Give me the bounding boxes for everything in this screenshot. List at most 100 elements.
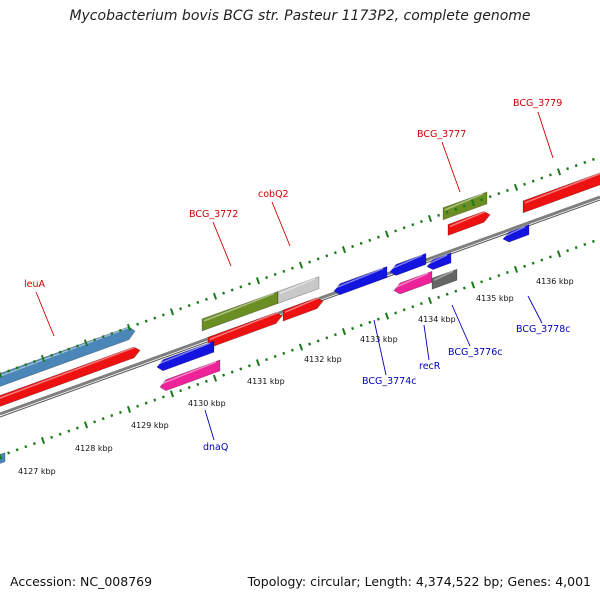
tick-mark bbox=[470, 281, 476, 289]
gene-label-reverse[interactable]: BCG_3776c bbox=[448, 347, 503, 358]
gene-label-forward[interactable]: leuA bbox=[24, 279, 46, 290]
cds-BCG_3776c[interactable] bbox=[431, 268, 458, 290]
gene-label-forward[interactable]: BCG_3772 bbox=[189, 209, 238, 220]
tick-mark bbox=[239, 285, 243, 289]
tick-mark bbox=[50, 353, 54, 357]
tick-mark bbox=[556, 168, 562, 176]
tick-mark bbox=[445, 210, 449, 214]
tick-mark bbox=[40, 354, 46, 362]
tick-mark bbox=[75, 344, 79, 348]
tick-mark bbox=[531, 179, 535, 183]
gene-label-forward[interactable]: cobQ2 bbox=[258, 189, 289, 200]
tick-mark bbox=[316, 257, 320, 261]
axis-tick-label: 4132 kbp bbox=[304, 355, 342, 364]
tick-mark bbox=[341, 246, 347, 254]
cds-recR[interactable] bbox=[393, 270, 433, 295]
tick-mark bbox=[548, 255, 552, 259]
gene-dnaQ[interactable] bbox=[156, 340, 215, 372]
genome-title: Mycobacterium bovis BCG str. Pasteur 117… bbox=[69, 8, 531, 24]
tick-mark bbox=[308, 342, 312, 346]
tick-mark bbox=[169, 308, 175, 316]
tick-mark bbox=[273, 354, 277, 359]
tick-mark bbox=[351, 244, 355, 249]
cds-cobQ2[interactable] bbox=[282, 296, 324, 322]
tick-mark bbox=[50, 435, 54, 439]
tick-mark bbox=[583, 160, 587, 165]
gene-label-reverse[interactable]: recR bbox=[419, 361, 441, 372]
cds-dnaQ[interactable] bbox=[159, 359, 221, 391]
cds-BCG_3779[interactable] bbox=[522, 171, 600, 214]
tick-mark bbox=[196, 382, 200, 387]
tick-mark bbox=[230, 288, 234, 292]
tick-mark bbox=[419, 302, 423, 306]
topology-text: Topology: circular; Length: 4,374,522 bp… bbox=[247, 574, 591, 589]
tick-mark bbox=[32, 359, 36, 364]
tick-mark bbox=[230, 370, 234, 374]
tick-mark bbox=[136, 322, 140, 326]
tick-mark bbox=[359, 323, 363, 327]
tick-mark bbox=[591, 239, 595, 243]
tick-mark bbox=[110, 332, 114, 336]
tick-mark bbox=[265, 358, 269, 362]
axis-tick-label: 4133 kbp bbox=[360, 335, 398, 344]
cds-leuA[interactable] bbox=[0, 346, 141, 410]
tick-mark bbox=[187, 304, 191, 308]
gene-BCG_3774c[interactable] bbox=[333, 266, 388, 296]
tick-mark bbox=[7, 451, 11, 455]
tick-mark bbox=[325, 254, 329, 258]
tick-mark bbox=[308, 260, 312, 264]
tick-mark bbox=[282, 269, 286, 273]
tick-mark bbox=[204, 379, 208, 383]
tick-mark bbox=[411, 223, 415, 227]
tick-mark bbox=[488, 195, 492, 199]
cds-BCG_3777[interactable] bbox=[447, 210, 491, 236]
label-leader-line bbox=[212, 221, 232, 267]
axis-tick-label: 4134 kbp bbox=[418, 315, 456, 324]
gene-label-forward[interactable]: BCG_3777 bbox=[417, 129, 466, 140]
tick-mark bbox=[282, 351, 286, 355]
tick-mark bbox=[574, 246, 578, 250]
tick-mark bbox=[58, 432, 62, 436]
tick-mark bbox=[247, 282, 251, 286]
tick-mark bbox=[153, 316, 157, 320]
tick-mark bbox=[118, 410, 122, 415]
tick-mark bbox=[523, 182, 527, 186]
gene-recR[interactable] bbox=[389, 253, 427, 276]
tick-mark bbox=[376, 317, 380, 321]
tick-mark bbox=[239, 367, 243, 371]
tick-mark bbox=[411, 305, 415, 309]
tick-mark bbox=[384, 312, 390, 320]
tick-mark bbox=[462, 204, 466, 208]
tick-mark bbox=[341, 328, 347, 336]
tick-mark bbox=[161, 313, 165, 317]
tick-mark bbox=[437, 295, 441, 299]
tick-mark bbox=[110, 414, 114, 418]
gene-label-reverse[interactable]: BCG_3774c bbox=[362, 376, 417, 387]
tick-mark bbox=[169, 390, 175, 398]
tick-mark bbox=[83, 339, 89, 347]
tick-mark bbox=[480, 280, 484, 284]
tick-mark bbox=[93, 420, 97, 424]
tick-mark bbox=[513, 265, 519, 273]
tick-mark bbox=[316, 339, 320, 343]
tick-mark bbox=[222, 373, 226, 377]
gene-cobQ2[interactable] bbox=[277, 276, 320, 304]
tick-mark bbox=[462, 286, 466, 290]
gene-BCG_3776c[interactable] bbox=[426, 252, 452, 270]
tick-mark bbox=[83, 421, 89, 429]
tick-mark bbox=[583, 242, 587, 247]
tick-mark bbox=[179, 389, 183, 393]
tick-mark bbox=[505, 188, 509, 193]
tick-mark bbox=[497, 274, 501, 278]
tick-mark bbox=[505, 270, 509, 275]
tick-mark bbox=[15, 448, 19, 452]
gene-BCG_3778c[interactable] bbox=[502, 224, 530, 243]
gene-label-forward[interactable]: BCG_3779 bbox=[513, 98, 562, 109]
gene-label-reverse[interactable]: dnaQ bbox=[203, 442, 228, 453]
gene-label-reverse[interactable]: BCG_3778c bbox=[516, 324, 571, 335]
tick-mark bbox=[591, 157, 595, 161]
tick-mark bbox=[144, 319, 148, 323]
tick-mark bbox=[437, 213, 441, 217]
tick-mark bbox=[566, 249, 570, 253]
gene-edge-left[interactable] bbox=[0, 452, 6, 467]
